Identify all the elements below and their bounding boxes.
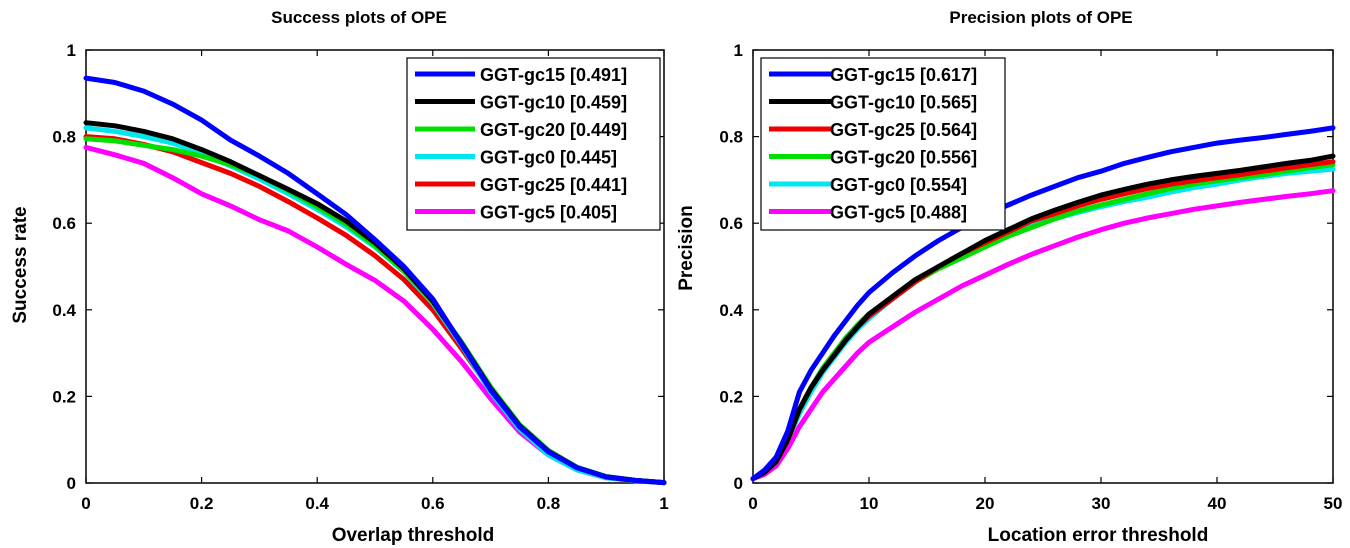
precision-plot-title: Precision plots of OPE bbox=[949, 8, 1132, 27]
success-plot-legend-label: GGT-gc20 [0.449] bbox=[480, 120, 627, 140]
precision-plot-ytick-label: 0 bbox=[734, 474, 743, 493]
precision-plot-xtick-label: 10 bbox=[860, 494, 879, 513]
success-plot-legend-label: GGT-gc5 [0.405] bbox=[480, 203, 617, 223]
success-plot-legend-label: GGT-gc15 [0.491] bbox=[480, 65, 627, 85]
success-plot-legend-box bbox=[406, 57, 661, 231]
precision-plot: Precision plots of OPE Location error th… bbox=[676, 8, 1342, 546]
precision-plot-series-line-ggt-gc5 bbox=[750, 188, 1336, 482]
success-plot-xtick-label: 0.4 bbox=[305, 494, 329, 513]
success-plot-xtick-label: 0.2 bbox=[190, 494, 214, 513]
precision-plot-ytick-label: 1 bbox=[734, 41, 743, 60]
precision-plot-xtick-label: 30 bbox=[1092, 494, 1111, 513]
precision-plot-ytick-label: 0.2 bbox=[719, 387, 743, 406]
success-plot-ylabel: Success rate bbox=[10, 206, 31, 323]
precision-plot-xtick-label: 40 bbox=[1208, 494, 1227, 513]
precision-plot-legend-label: GGT-gc0 [0.554] bbox=[830, 175, 967, 195]
success-plot-legend: GGT-gc15 [0.491] GGT-gc10 [0.459] GGT-gc20… bbox=[406, 57, 661, 231]
precision-plot-legend-label: GGT-gc20 [0.556] bbox=[830, 148, 977, 168]
success-plot-legend-label: GGT-gc25 [0.441] bbox=[480, 175, 627, 195]
precision-plot-series-line-ggt-gc10 bbox=[750, 153, 1336, 482]
precision-plot-xlabel: Location error threshold bbox=[988, 525, 1209, 546]
precision-plot-legend-label: GGT-gc15 [0.617] bbox=[830, 65, 977, 85]
success-plot-legend-label: GGT-gc0 [0.445] bbox=[480, 148, 617, 168]
success-plot-ytick-label: 1 bbox=[67, 41, 76, 60]
success-plot-ytick-label: 0 bbox=[67, 474, 76, 493]
success-plot-series-line-ggt-gc15 bbox=[83, 75, 667, 486]
precision-plot-legend-label: GGT-gc25 [0.564] bbox=[830, 120, 977, 140]
success-plot-xlabel: Overlap threshold bbox=[332, 525, 495, 546]
success-plot-ytick-label: 0.8 bbox=[52, 128, 76, 147]
success-plot-title: Success plots of OPE bbox=[271, 8, 447, 27]
precision-plot-xtick-label: 20 bbox=[976, 494, 995, 513]
success-plot-legend-label: GGT-gc10 [0.459] bbox=[480, 93, 627, 113]
success-plot-xtick-label: 1 bbox=[659, 494, 668, 513]
precision-plot-legend-label: GGT-gc5 [0.488] bbox=[830, 203, 967, 223]
precision-plot-xtick-label: 50 bbox=[1324, 494, 1343, 513]
success-plot-ytick-label: 0.6 bbox=[52, 214, 76, 233]
precision-plot-xtick-label: 0 bbox=[748, 494, 757, 513]
success-plot: Success plots of OPE Overlap threshold S… bbox=[10, 8, 669, 546]
precision-plot-ytick-label: 0.4 bbox=[719, 301, 743, 320]
precision-plot-legend: GGT-gc15 [0.617] GGT-gc10 [0.565] GGT-gc25… bbox=[760, 57, 1006, 231]
precision-plot-ytick-label: 0.6 bbox=[719, 214, 743, 233]
success-plot-xtick-label: 0.8 bbox=[537, 494, 561, 513]
precision-plot-legend-label: GGT-gc10 [0.565] bbox=[830, 93, 977, 113]
precision-plot-ylabel: Precision bbox=[676, 205, 697, 291]
precision-plot-ytick-label: 0.8 bbox=[719, 128, 743, 147]
precision-plot-legend-box bbox=[760, 57, 1006, 231]
success-plot-xtick-label: 0.6 bbox=[421, 494, 445, 513]
success-plot-xtick-label: 0 bbox=[81, 494, 90, 513]
success-plot-ytick-label: 0.2 bbox=[52, 387, 76, 406]
success-plot-ytick-label: 0.4 bbox=[52, 301, 76, 320]
